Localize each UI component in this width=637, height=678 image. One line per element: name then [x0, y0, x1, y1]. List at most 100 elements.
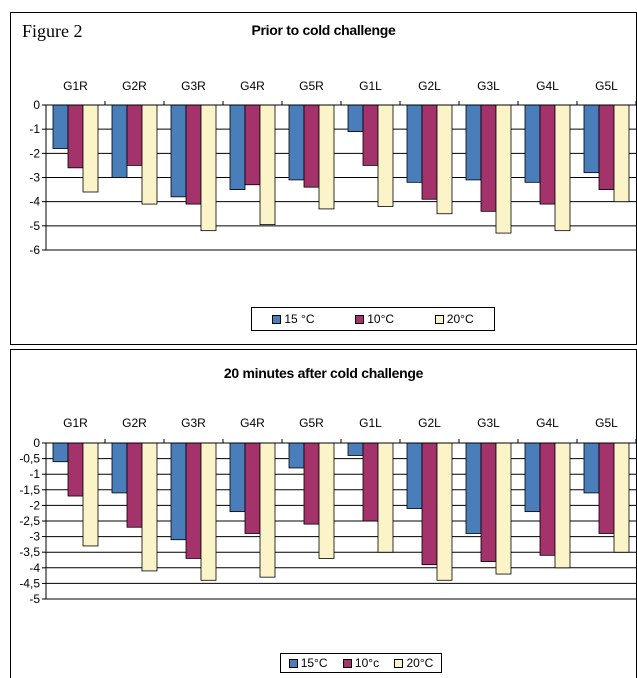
bar [524, 104, 541, 183]
bar [126, 442, 143, 528]
bar [229, 442, 246, 513]
bar [465, 104, 482, 181]
chart-title: 20 minutes after cold challenge [223, 365, 424, 381]
bar [229, 104, 246, 190]
category-label: G1L [359, 79, 382, 93]
bar [244, 442, 261, 534]
category-label: G5L [595, 79, 618, 93]
bar [67, 442, 84, 497]
bar [480, 442, 497, 562]
bar [362, 104, 379, 166]
category-label: G3R [181, 416, 206, 430]
bar [377, 442, 394, 553]
legend-swatch [355, 314, 365, 324]
bar [259, 442, 276, 578]
bar [406, 104, 423, 183]
bar [259, 104, 276, 226]
legend-item: 20°C [394, 656, 433, 670]
bar [170, 104, 187, 198]
y-tick-label: -4,5 [19, 576, 40, 590]
bar [539, 442, 556, 556]
bar [318, 104, 335, 210]
category-label: G3L [477, 416, 500, 430]
category-label: G5R [299, 79, 324, 93]
bar [318, 442, 335, 559]
bar [598, 442, 615, 534]
category-label: G3R [181, 79, 206, 93]
legend-swatch [342, 658, 352, 668]
category-label: G4L [536, 416, 559, 430]
chart-title: Prior to cold challenge [251, 22, 396, 38]
y-tick-label: 0 [33, 98, 40, 112]
bar [495, 442, 512, 575]
y-tick-label: -1,5 [19, 483, 40, 497]
bar [111, 104, 128, 178]
chart-panel-prior: Figure 2 Prior to cold challenge 0 -1 -2 -3… [10, 12, 637, 345]
bar [52, 104, 69, 149]
category-label: G4R [240, 416, 265, 430]
chart-legend: 15 °C 10°C 20°C [251, 307, 495, 331]
y-tick-label: -4 [29, 195, 40, 209]
category-label: G1L [359, 416, 382, 430]
bar [495, 104, 512, 234]
category-label: G4L [536, 79, 559, 93]
category-label: G4R [240, 79, 265, 93]
bar [613, 442, 630, 553]
y-tick-label: -2 [29, 146, 40, 160]
bar [288, 442, 305, 469]
category-label: G3L [477, 79, 500, 93]
legend-swatch [394, 658, 404, 668]
bar [82, 442, 99, 547]
bar [598, 104, 615, 190]
bar [52, 442, 69, 463]
legend-item: 15 °C [272, 312, 315, 326]
category-label: G5R [299, 416, 324, 430]
legend-label: 15 °C [284, 312, 315, 326]
bar [421, 442, 438, 566]
legend-item: 10°c [342, 656, 380, 670]
y-tick-label: -4 [29, 561, 40, 575]
y-tick-label: -0,5 [19, 452, 40, 466]
bar [436, 104, 453, 215]
y-tick-label: -5 [29, 592, 40, 606]
bar [170, 442, 187, 541]
bar [244, 104, 261, 186]
legend-swatch [288, 658, 298, 668]
y-tick-label: -5 [29, 219, 40, 233]
figure-label: Figure 2 [22, 21, 83, 41]
bar [554, 442, 571, 569]
legend-swatch [272, 314, 282, 324]
legend-swatch [434, 314, 444, 324]
bar [200, 104, 217, 232]
bar-chart-prior: 0 -1 -2 -3 -4 -5 -6 G1R G2R G3R G4R G5R G1L G2L G3L G4L… [29, 79, 636, 257]
bar [303, 104, 320, 188]
bar [613, 104, 630, 203]
legend-label: 20°C [406, 656, 434, 670]
y-tick-label: -3,5 [19, 545, 40, 559]
legend-label: 20°C [446, 312, 474, 326]
category-label: G2R [122, 416, 147, 430]
bar [377, 104, 394, 207]
bar [539, 104, 556, 205]
bar [554, 104, 571, 232]
bar [200, 442, 217, 581]
legend-label: 10°c [354, 656, 380, 670]
category-label: G2R [122, 79, 147, 93]
category-label: G2L [418, 79, 441, 93]
y-tick-label: -3 [29, 171, 40, 185]
bar [288, 104, 305, 181]
bar [583, 104, 600, 174]
bar [362, 442, 379, 522]
y-tick-label: -1 [29, 122, 40, 136]
category-label: G1R [63, 416, 88, 430]
legend-item: 15°C [288, 656, 328, 670]
bar [185, 104, 202, 205]
bar [583, 442, 600, 494]
chart-legend: 15°C 10°c 20°C [280, 653, 442, 673]
y-tick-label: -6 [29, 243, 40, 257]
bar [82, 104, 99, 193]
category-label: G2L [418, 416, 441, 430]
y-tick-label: -1 [29, 467, 40, 481]
y-tick-label: -2 [29, 498, 40, 512]
bar [347, 442, 364, 456]
